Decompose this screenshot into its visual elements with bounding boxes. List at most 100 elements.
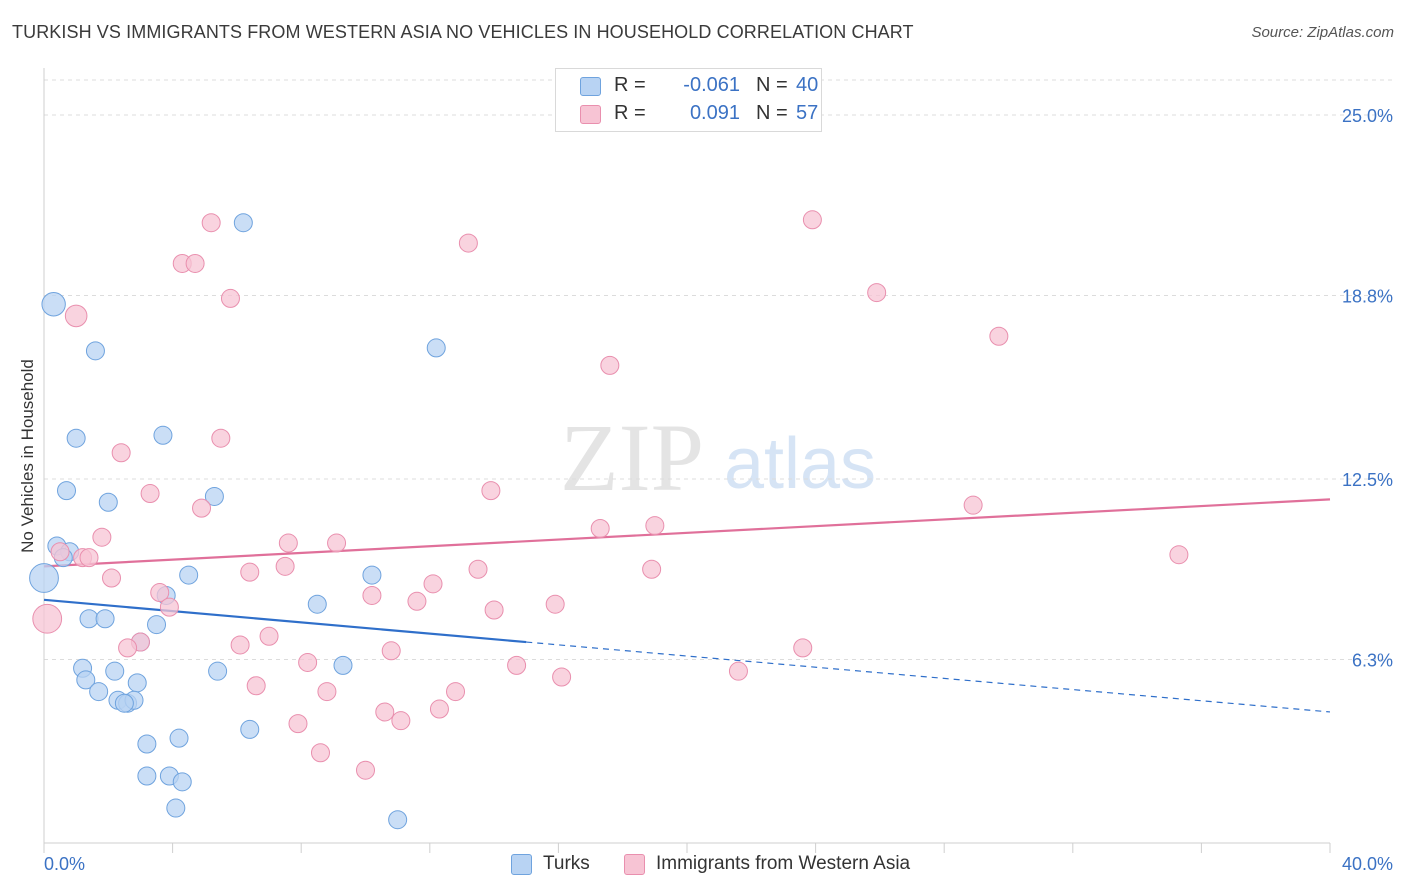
data-point [362, 585, 382, 605]
data-point [802, 210, 822, 230]
data-point [92, 527, 112, 547]
data-point [317, 682, 337, 702]
data-points [29, 210, 1189, 830]
data-point [64, 304, 88, 328]
data-point [50, 542, 70, 562]
data-point [310, 743, 330, 763]
trend-line-turks [43, 598, 527, 644]
data-point [458, 233, 478, 253]
data-point [327, 533, 347, 553]
data-point [179, 565, 199, 585]
turks-swatch [580, 77, 601, 96]
data-point [29, 563, 59, 593]
y-tick-label: 25.0% [1342, 106, 1393, 126]
chart-title: TURKISH VS IMMIGRANTS FROM WESTERN ASIA … [12, 22, 914, 42]
data-point [989, 326, 1009, 346]
data-point [111, 443, 131, 463]
y-tick-label: 18.8% [1342, 287, 1393, 307]
data-point [275, 556, 295, 576]
data-point [388, 810, 408, 830]
data-point [66, 428, 86, 448]
data-point [446, 682, 466, 702]
data-point [545, 594, 565, 614]
data-point [98, 492, 118, 512]
data-point [246, 676, 266, 696]
data-point [185, 253, 205, 273]
data-point [963, 495, 983, 515]
series-western-asia [32, 210, 1189, 780]
data-point [381, 641, 401, 661]
data-point [507, 655, 527, 675]
data-point [407, 591, 427, 611]
data-point [192, 498, 212, 518]
data-point [552, 667, 572, 687]
legend-label-western-asia: Immigrants from Western Asia [656, 853, 911, 874]
n-label: N = [756, 74, 788, 96]
data-point [278, 533, 298, 553]
data-point [95, 609, 115, 629]
series-turks [29, 213, 446, 830]
data-point [89, 682, 109, 702]
r-label: R = [614, 102, 646, 124]
data-point [79, 548, 99, 568]
data-point [57, 481, 77, 501]
data-point [590, 518, 610, 538]
x-tick-label-max: 40.0% [1342, 854, 1393, 874]
data-point [233, 213, 253, 233]
data-point [642, 559, 662, 579]
y-tick-labels: 6.3% 12.5% 18.8% 25.0% [1342, 106, 1393, 671]
data-point [240, 719, 260, 739]
data-point [645, 516, 665, 536]
data-point [105, 661, 125, 681]
data-point [481, 481, 501, 501]
legend-label-turks: Turks [543, 853, 590, 874]
r-value: 0.091 [689, 102, 740, 124]
data-point [204, 486, 224, 506]
data-point [259, 626, 279, 646]
data-point [114, 693, 134, 713]
watermark-atlas: atlas [724, 424, 876, 504]
y-tick-label: 12.5% [1342, 470, 1393, 490]
data-point [140, 484, 160, 504]
data-point [211, 428, 231, 448]
data-point [208, 661, 228, 681]
n-label: N = [756, 102, 788, 124]
data-point [288, 714, 308, 734]
y-tick-label: 6.3% [1352, 651, 1393, 671]
data-point [426, 338, 446, 358]
data-point [169, 728, 189, 748]
data-point [32, 603, 63, 634]
data-point [118, 638, 138, 658]
x-tick-labels: 0.0% 40.0% [44, 854, 1393, 874]
western-asia-swatch [580, 105, 601, 124]
r-label: R = [614, 74, 646, 96]
data-point [362, 565, 382, 585]
data-point [793, 638, 813, 658]
data-point [391, 711, 411, 731]
data-point [79, 609, 99, 629]
data-point [307, 594, 327, 614]
data-point [159, 597, 179, 617]
x-tick-label-min: 0.0% [44, 854, 85, 874]
axes [43, 68, 1331, 853]
legend-swatch-turks [511, 854, 532, 875]
data-point [356, 760, 375, 780]
data-point [423, 574, 443, 594]
data-point [1169, 545, 1189, 565]
data-point [153, 425, 173, 445]
n-value: 57 [796, 102, 819, 124]
n-value: 40 [796, 74, 819, 96]
watermark: ZIP atlas [560, 404, 876, 511]
data-point [429, 699, 449, 719]
data-point [41, 292, 66, 317]
data-point [484, 600, 504, 620]
trend-line-turks-extension [526, 641, 1331, 713]
data-point [150, 583, 170, 603]
data-point [127, 673, 147, 693]
trend-line-western-asia [43, 498, 1331, 568]
data-point [76, 670, 96, 690]
data-point [230, 635, 250, 655]
data-point [728, 661, 748, 681]
data-point [600, 355, 620, 375]
